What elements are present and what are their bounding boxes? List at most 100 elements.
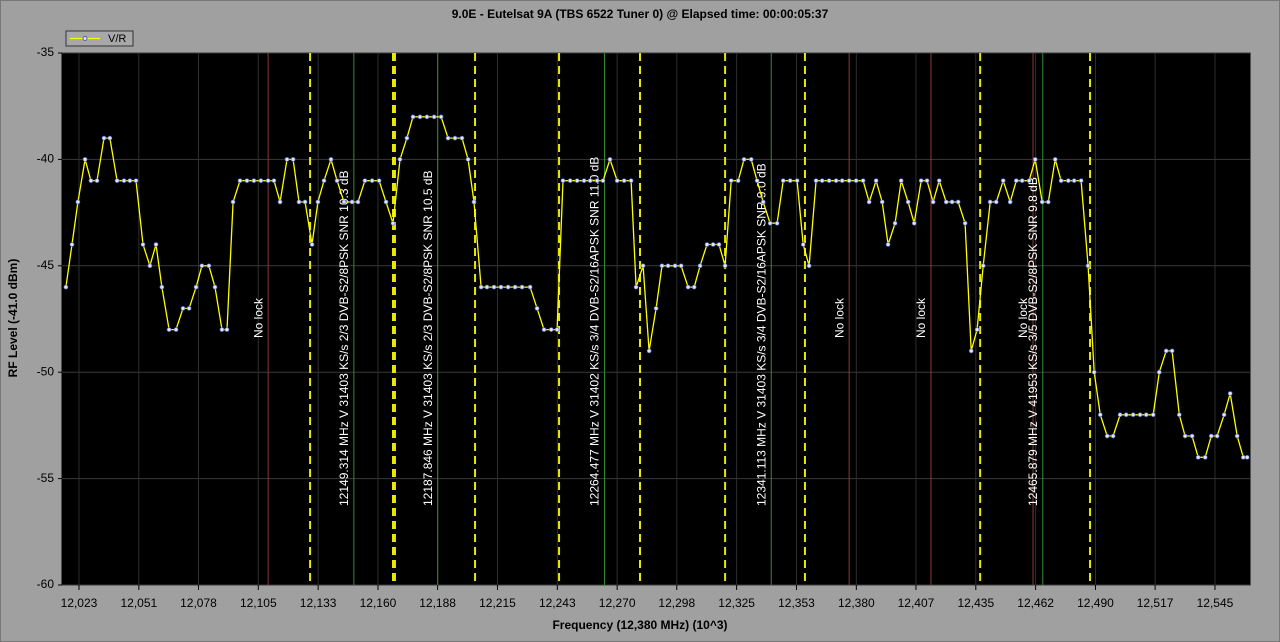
data-point	[251, 178, 257, 184]
data-point	[760, 199, 766, 205]
data-point	[1208, 433, 1214, 439]
data-point	[82, 157, 88, 162]
data-point	[1150, 412, 1156, 418]
data-point	[534, 306, 540, 311]
data-point	[879, 199, 885, 205]
data-point	[1104, 433, 1110, 439]
data-point	[341, 199, 347, 205]
legend-label: V/R	[108, 33, 126, 45]
data-point	[833, 178, 839, 184]
x-tick-label: 12,462	[1017, 596, 1054, 610]
data-point	[587, 178, 593, 184]
x-tick-label: 12,353	[778, 596, 815, 610]
data-point	[512, 284, 518, 290]
data-point	[383, 199, 389, 205]
data-point	[754, 178, 760, 184]
data-point	[936, 178, 942, 184]
data-point	[949, 199, 955, 205]
data-point	[794, 178, 800, 184]
data-point	[1130, 412, 1136, 418]
data-point	[1071, 178, 1077, 184]
data-point	[212, 284, 218, 290]
y-tick-label: -55	[37, 471, 55, 485]
data-point	[484, 284, 490, 290]
data-point	[284, 157, 290, 162]
data-point	[94, 178, 100, 184]
data-point	[404, 135, 410, 141]
data-point	[1091, 369, 1097, 375]
data-point	[1214, 433, 1220, 439]
data-point	[498, 284, 504, 290]
data-point	[244, 178, 250, 184]
data-point	[397, 157, 403, 162]
data-point	[1221, 412, 1227, 418]
data-point	[230, 199, 236, 205]
y-tick-label: -45	[37, 258, 55, 272]
data-point	[465, 157, 471, 162]
data-point	[505, 284, 511, 290]
data-point	[716, 242, 722, 247]
data-point	[140, 242, 146, 247]
transponder-label: 12465.879 MHz V 41953 KS/s 3/5 DVB-S2/8P…	[1026, 177, 1040, 506]
data-point	[924, 178, 930, 184]
data-point	[69, 242, 75, 247]
data-point	[860, 178, 866, 184]
data-point	[315, 199, 321, 205]
data-point	[1065, 178, 1071, 184]
data-point	[173, 327, 179, 332]
data-point	[1169, 348, 1175, 354]
transponder-label: 12341.113 MHz V 31403 KS/s 3/4 DVB-S2/16…	[754, 163, 768, 506]
data-point	[237, 178, 243, 184]
data-point	[376, 178, 382, 184]
data-point	[918, 178, 924, 184]
data-point	[302, 199, 308, 205]
data-point	[621, 178, 627, 184]
data-point	[362, 178, 368, 184]
data-point	[911, 220, 917, 226]
y-tick-label: -40	[37, 152, 55, 166]
data-point	[166, 327, 172, 332]
data-point	[1000, 178, 1006, 184]
data-point	[1195, 454, 1201, 460]
legend-marker	[82, 36, 88, 41]
data-point	[75, 199, 81, 205]
data-point	[594, 178, 600, 184]
data-point	[390, 220, 396, 226]
data-point	[1110, 433, 1116, 439]
data-point	[748, 157, 754, 162]
data-point	[968, 348, 974, 354]
data-point	[853, 178, 859, 184]
x-tick-label: 12,407	[898, 596, 935, 610]
data-point	[735, 178, 741, 184]
data-point	[866, 199, 872, 205]
x-tick-label: 12,243	[539, 596, 576, 610]
y-tick-label: -50	[37, 364, 55, 378]
data-point	[186, 306, 192, 311]
data-point	[296, 199, 302, 205]
data-point	[826, 178, 832, 184]
data-point	[1097, 412, 1103, 418]
x-tick-label: 12,160	[360, 596, 397, 610]
data-point	[1019, 178, 1025, 184]
data-point	[640, 263, 646, 269]
x-tick-label: 12,325	[718, 596, 755, 610]
no-lock-label: No lock	[1016, 297, 1030, 338]
data-point	[993, 199, 999, 205]
data-point	[1085, 263, 1091, 269]
data-point	[1078, 178, 1084, 184]
data-point	[321, 178, 327, 184]
data-point	[930, 199, 936, 205]
data-point	[581, 178, 587, 184]
data-point	[1058, 178, 1064, 184]
x-tick-label: 12,270	[599, 596, 636, 610]
data-point	[127, 178, 133, 184]
data-point	[1039, 199, 1045, 205]
data-point	[1163, 348, 1169, 354]
no-lock-label: No lock	[832, 297, 846, 338]
data-point	[471, 199, 477, 205]
data-point	[424, 114, 430, 120]
x-tick-label: 12,517	[1137, 596, 1174, 610]
data-point	[1045, 199, 1051, 205]
data-point	[355, 199, 361, 205]
